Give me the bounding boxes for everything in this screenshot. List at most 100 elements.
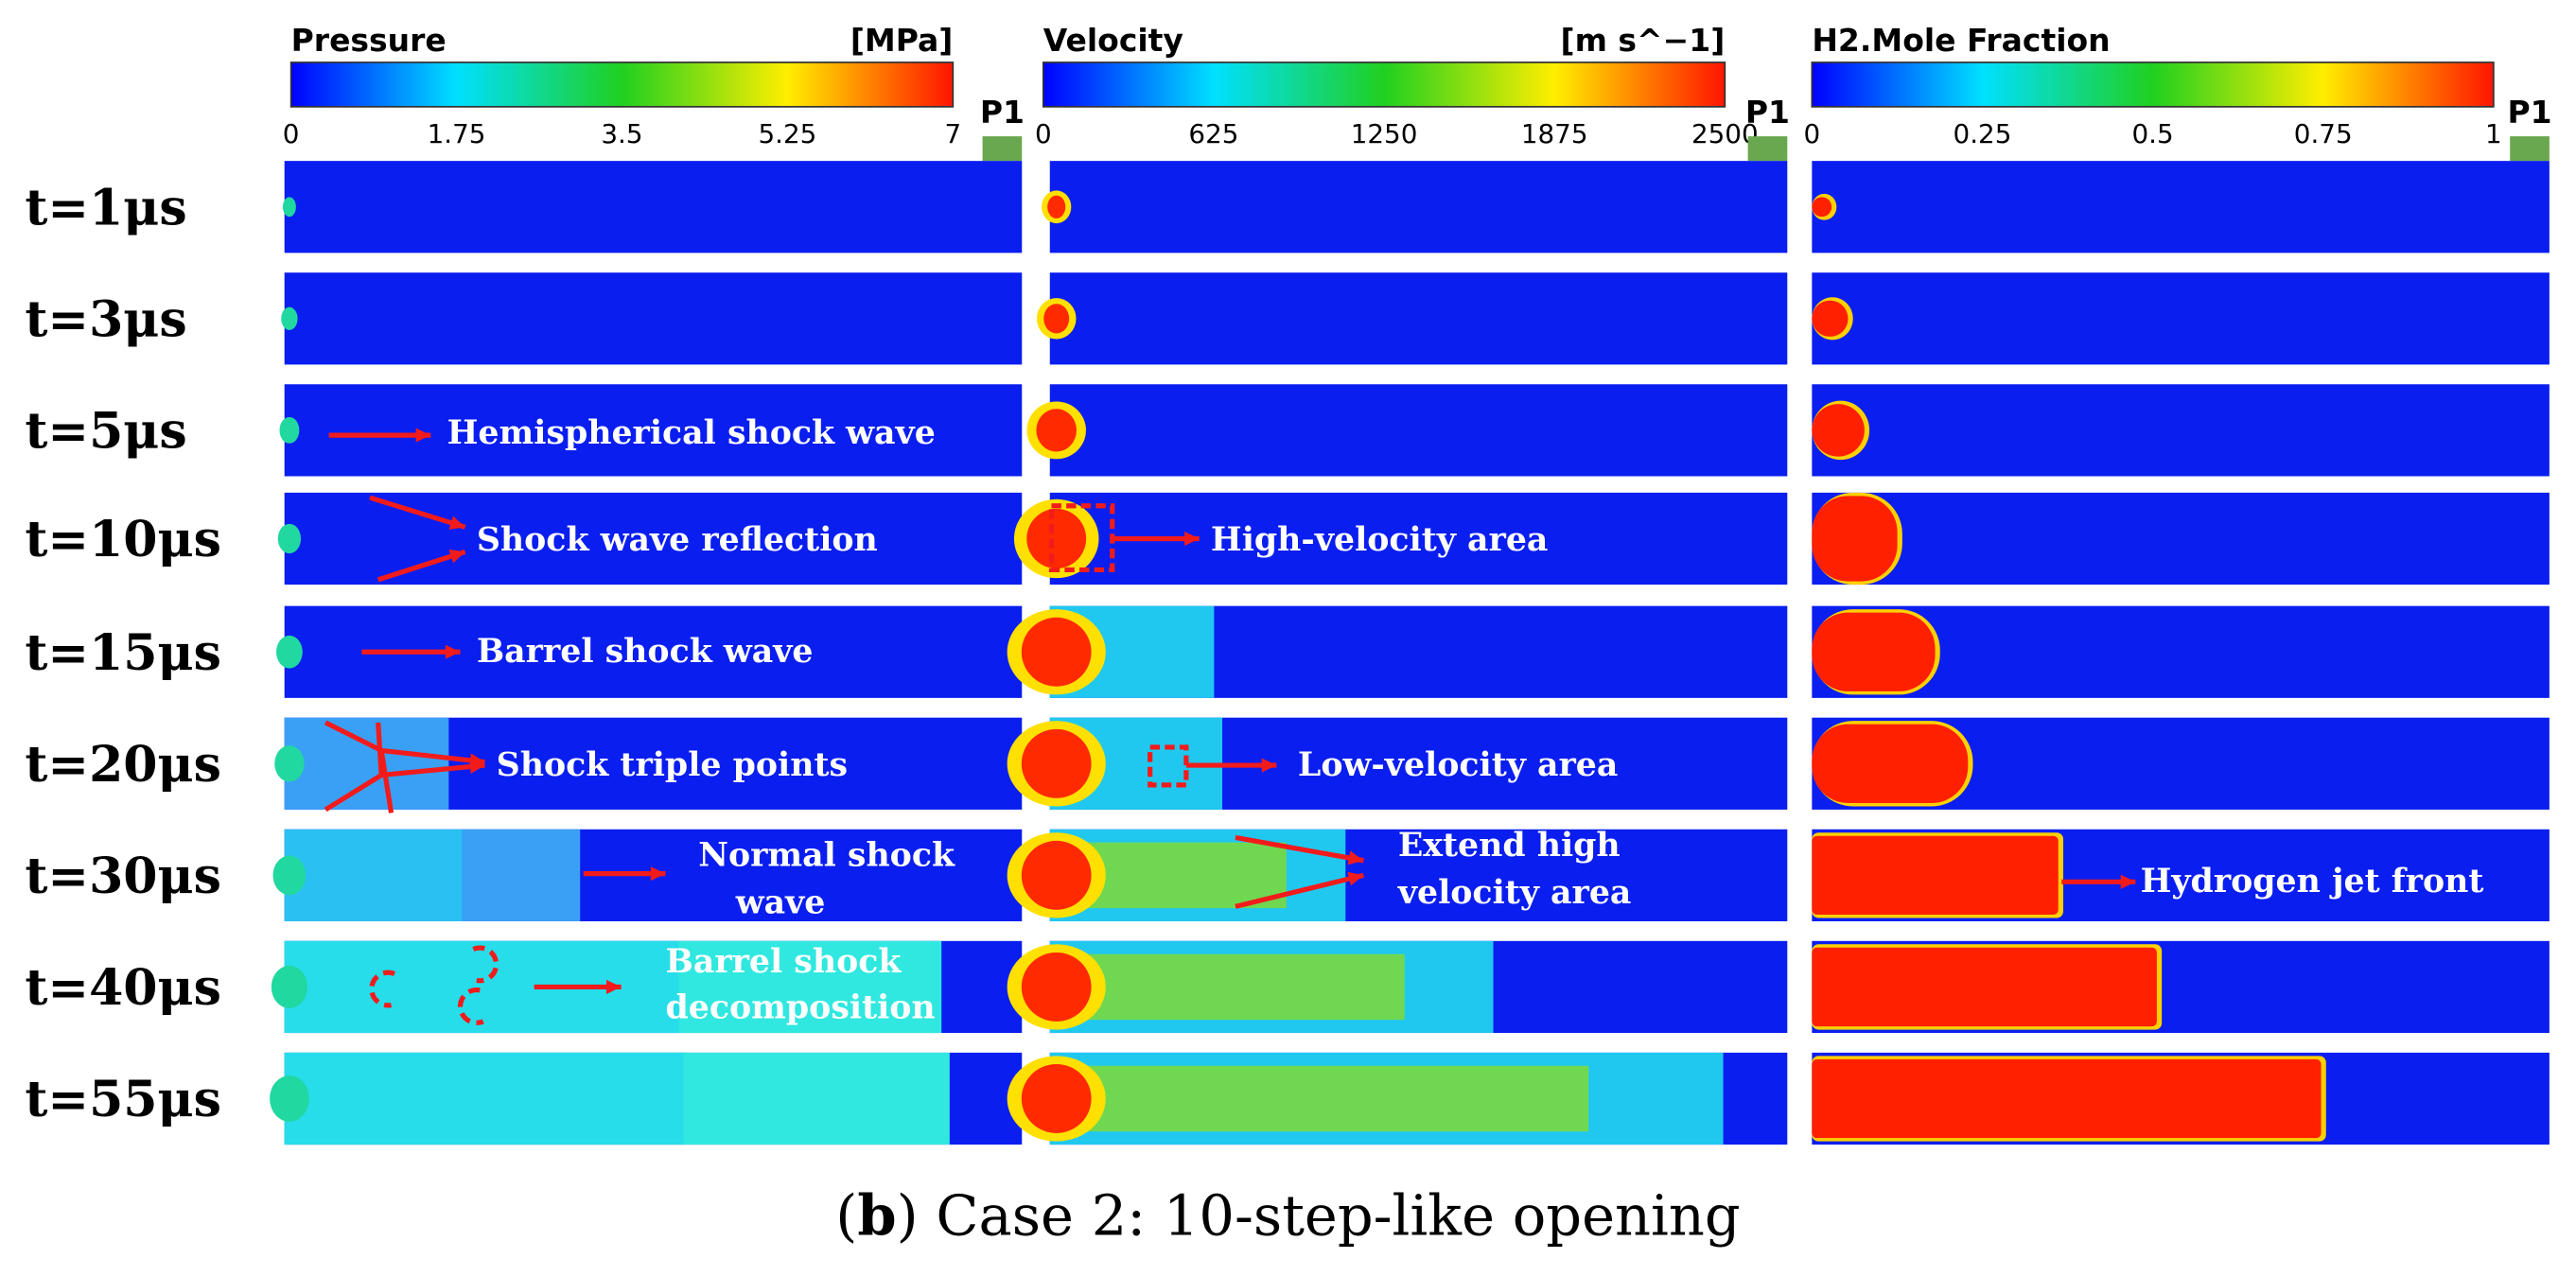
colorbar-tick-label: 0.5	[2132, 118, 2174, 149]
contour-panel	[1812, 384, 2550, 477]
colorbar-tick-label: 2500	[1691, 118, 1759, 149]
arrow-head	[469, 760, 485, 775]
arrow-head	[1347, 850, 1364, 865]
probe-marker	[1747, 136, 1788, 162]
annotation: velocity area	[1397, 873, 1632, 912]
velocity-jet	[1049, 1065, 1589, 1132]
velocity-core	[1043, 304, 1070, 334]
velocity-core	[1021, 728, 1092, 798]
velocity-jet	[1049, 953, 1405, 1021]
pressure-core	[270, 1075, 309, 1122]
caption-label: b	[857, 1183, 896, 1249]
contour-panel	[284, 272, 1023, 365]
colorbar-unit: [m s^−1]	[1561, 22, 1726, 59]
pressure-core	[274, 745, 305, 782]
arrow-head	[448, 549, 465, 564]
colorbar-tick-label: 5.25	[758, 118, 816, 149]
pressure-field	[284, 1052, 684, 1145]
arrow-head	[1261, 758, 1277, 773]
arrow	[380, 747, 485, 765]
pressure-field	[284, 829, 463, 921]
velocity-core	[1036, 409, 1077, 452]
contour-panel	[284, 384, 1023, 477]
arrow-head	[415, 428, 431, 443]
time-label: t=40μs	[25, 959, 221, 1017]
time-label: t=3μs	[25, 291, 186, 349]
arrow-head	[448, 516, 465, 530]
colorbar	[289, 61, 955, 108]
colorbar	[1811, 61, 2495, 108]
h2-jet	[1812, 300, 1849, 337]
contour-panel	[284, 161, 1023, 253]
colorbar-tick-label: 1250	[1351, 118, 1418, 149]
velocity-core	[1047, 195, 1066, 218]
annotation: Hemispherical shock wave	[447, 413, 936, 452]
arrow-head	[1184, 531, 1200, 547]
probe-marker	[2510, 136, 2550, 162]
probe-label: P1	[2507, 94, 2551, 131]
velocity-core	[1021, 840, 1092, 910]
annotation: Barrel shock wave	[477, 632, 814, 671]
pressure-core	[276, 635, 303, 669]
arrow	[1235, 834, 1364, 864]
arrow	[369, 495, 466, 530]
arrow-head	[605, 979, 622, 994]
contour-panel	[1049, 161, 1788, 253]
annotation: Normal shock	[698, 835, 955, 874]
h2-jet	[1812, 404, 1865, 457]
annotation: Shock wave reflection	[477, 520, 878, 559]
time-label: t=55μs	[25, 1071, 221, 1128]
pressure-core	[277, 523, 302, 554]
pressure-core	[272, 855, 307, 896]
shock-lines	[324, 720, 394, 813]
h2-jet	[1812, 612, 1936, 691]
velocity-core	[1021, 1064, 1092, 1133]
colorbar-tick-label: 7	[944, 118, 961, 149]
arrow	[377, 549, 466, 583]
annotation: Extend high	[1398, 826, 1621, 865]
dashed-arcs	[369, 945, 499, 1025]
contour-panel	[1812, 161, 2550, 253]
caption-text: ) Case 2: 10-step-like opening	[897, 1183, 1741, 1249]
annotation: decomposition	[665, 988, 935, 1027]
arrow	[1235, 872, 1364, 909]
colorbar-tick-label: 0	[1035, 118, 1052, 149]
probe-label: P1	[1745, 94, 1790, 131]
velocity-core	[1026, 508, 1087, 569]
h2-jet	[1812, 496, 1898, 582]
arrow-head	[445, 644, 461, 659]
h2-jet	[1812, 947, 2157, 1027]
h2-jet	[1812, 835, 2059, 916]
h2-jet	[1812, 1058, 2322, 1139]
pressure-core	[281, 306, 298, 330]
pressure-core	[271, 965, 308, 1009]
annotation: Hydrogen jet front	[2141, 862, 2484, 900]
dashed-box	[1148, 744, 1189, 788]
probe-marker	[982, 136, 1023, 162]
contour-panel	[1812, 492, 2550, 586]
colorbar-tick-label: 1.75	[428, 118, 486, 149]
annotation: Shock triple points	[497, 745, 848, 784]
arrow	[380, 762, 485, 778]
annotation: Barrel shock	[665, 942, 902, 981]
time-label: t=20μs	[25, 736, 221, 794]
colorbar-tick-label: 1875	[1521, 118, 1588, 149]
time-label: t=10μs	[25, 511, 221, 568]
time-label: t=30μs	[25, 848, 221, 905]
pressure-core	[282, 197, 296, 218]
time-label: t=15μs	[25, 624, 221, 682]
annotation: wave	[735, 883, 826, 922]
caption-open: (	[835, 1183, 857, 1249]
colorbar-tick-label: 1	[2485, 118, 2502, 149]
time-label: t=1μs	[25, 179, 186, 236]
velocity-core	[1021, 617, 1092, 687]
h2-jet	[1812, 724, 1969, 803]
time-label: t=5μs	[25, 403, 186, 461]
arrow-head	[650, 866, 666, 882]
colorbar-tick-label: 0.25	[1954, 118, 2012, 149]
colorbar-tick-label: 3.5	[601, 118, 642, 149]
arrow-head	[1347, 871, 1364, 886]
h2-jet	[1812, 197, 1832, 218]
contour-panel	[1049, 272, 1788, 365]
